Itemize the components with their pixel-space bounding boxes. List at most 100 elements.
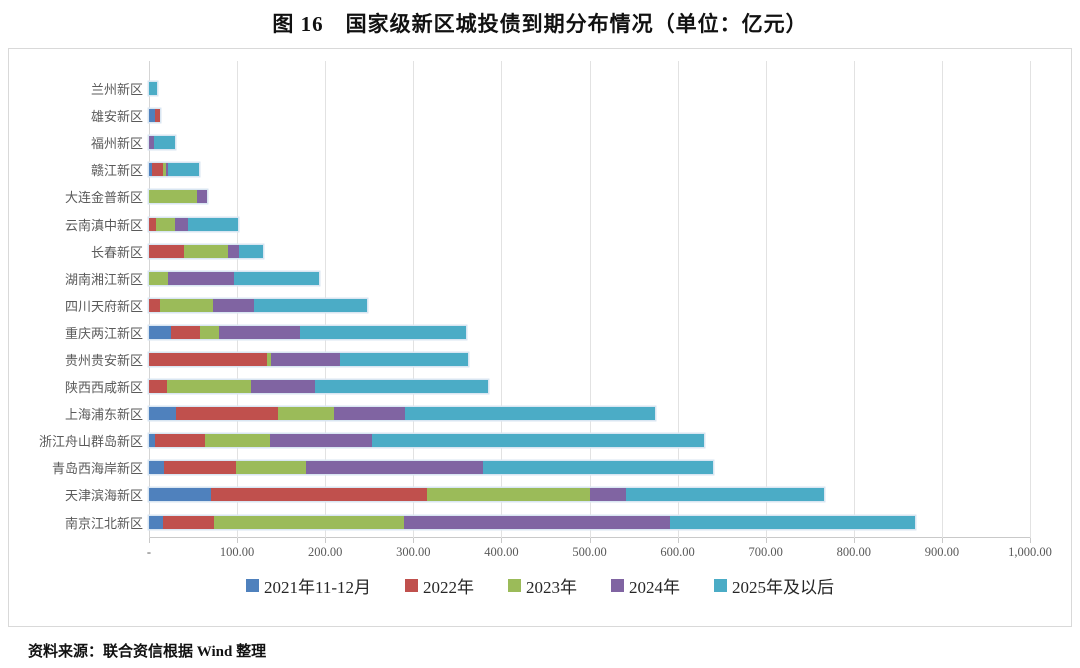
bar-segment — [163, 163, 166, 177]
bar-row: 云南滇中新区 — [9, 210, 1049, 237]
bar-segment — [149, 434, 156, 448]
bar-segment — [213, 298, 254, 312]
bar-segment — [187, 217, 238, 231]
bar-segment — [175, 217, 188, 231]
bar-stack — [149, 380, 489, 394]
bar-segment — [166, 380, 252, 394]
bar-segment — [149, 325, 172, 339]
bar-segment — [299, 325, 467, 339]
bar-row: 湖南湘江新区 — [9, 265, 1049, 292]
legend-swatch-icon — [714, 579, 728, 592]
bar-stack — [149, 488, 824, 502]
bar-row: 四川天府新区 — [9, 292, 1049, 319]
x-axis-tick — [765, 538, 767, 543]
chart-title: 图 16 国家级新区城投债到期分布情况（单位：亿元） — [272, 12, 808, 36]
x-axis-tick — [853, 538, 855, 543]
legend-item: 2021年11-12月 — [245, 573, 371, 598]
gridline — [941, 61, 943, 538]
bar-stack — [149, 136, 175, 150]
category-label: 南京江北新区 — [64, 515, 143, 531]
legend-label: 2024年 — [629, 578, 681, 597]
bar-stack — [149, 515, 915, 529]
bar-stack — [149, 461, 713, 475]
legend-swatch-icon — [245, 579, 259, 592]
bar-segment — [333, 407, 406, 421]
bar-segment — [149, 190, 198, 204]
bar-stack — [149, 407, 655, 421]
bar-segment — [149, 298, 161, 312]
bar-row: 长春新区 — [9, 238, 1049, 265]
bar-segment — [210, 488, 428, 502]
bar-segment — [155, 434, 206, 448]
gridline — [589, 61, 591, 538]
category-label: 赣江新区 — [90, 163, 143, 179]
category-label: 四川天府新区 — [64, 298, 143, 314]
bar-stack — [149, 325, 467, 339]
x-axis-tick — [149, 538, 150, 543]
category-label: 陕西西咸新区 — [64, 380, 143, 396]
x-axis-label: 300.00 — [396, 545, 431, 559]
category-label: 上海浦东新区 — [64, 407, 143, 423]
plot-area: 兰州新区 雄安新区 福州新区 赣江新区 大连金普新区 云南滇中新区 长春新区 湖南湘江新区 四川… — [9, 75, 1049, 536]
x-axis-label: 1,000.00 — [1008, 545, 1052, 559]
bar-segment — [314, 380, 489, 394]
bar-segment — [219, 325, 300, 339]
legend: 2021年11-12月 2022年 2023年 2024年 2025年及以后 — [9, 573, 1071, 598]
x-axis-label: 100.00 — [219, 545, 255, 559]
bar-segment — [149, 271, 168, 285]
x-axis-label: 500.00 — [572, 545, 607, 559]
bar-row: 兰州新区 — [9, 75, 1049, 102]
bar-segment — [163, 461, 237, 475]
legend-item: 2024年 — [611, 573, 680, 598]
legend-item: 2023年 — [508, 573, 577, 598]
gridline — [677, 61, 679, 538]
bar-segment — [149, 82, 157, 96]
bar-segment — [277, 407, 334, 421]
bar-stack — [149, 244, 263, 258]
bar-segment — [184, 244, 229, 258]
x-axis-tick — [325, 538, 327, 543]
category-label: 长春新区 — [90, 244, 143, 260]
bar-row: 贵州贵安新区 — [9, 346, 1049, 373]
x-axis-tick — [677, 538, 679, 543]
bar-row: 福州新区 — [9, 129, 1049, 156]
x-axis-tick — [237, 538, 239, 543]
bar-stack — [149, 163, 200, 177]
bar-row: 陕西西咸新区 — [9, 373, 1049, 400]
x-axis-tick — [501, 538, 503, 543]
category-label: 浙江舟山群岛新区 — [38, 434, 143, 450]
x-axis-labels: - 100.00 200.00 300.00 400.00 500.00 600.00 700… — [147, 545, 1052, 561]
bar-segment — [149, 380, 167, 394]
legend-label: 2022年 — [423, 578, 475, 597]
bar-segment — [149, 217, 157, 231]
legend-swatch-icon — [611, 579, 625, 592]
x-axis-label: 700.00 — [748, 545, 783, 559]
bar-stack — [149, 298, 367, 312]
gridline — [765, 61, 767, 538]
bar-row: 重庆两江新区 — [9, 319, 1049, 346]
x-axis-label: 800.00 — [836, 545, 871, 559]
bar-segment — [149, 352, 268, 366]
bar-row: 上海浦东新区 — [9, 400, 1049, 427]
category-label: 大连金普新区 — [64, 190, 143, 206]
bar-segment — [214, 515, 405, 529]
bar-segment — [168, 163, 200, 177]
category-label: 湖南湘江新区 — [64, 271, 143, 287]
bar-segment — [163, 515, 215, 529]
bar-segment — [267, 352, 272, 366]
legend-item: 2022年 — [405, 573, 474, 598]
bar-segment — [165, 163, 169, 177]
x-axis-tick — [589, 538, 591, 543]
x-axis-label: 900.00 — [924, 545, 960, 559]
x-axis-tick — [413, 538, 415, 543]
bar-segment — [149, 515, 164, 529]
bar-segment — [171, 325, 201, 339]
bar-segment — [154, 136, 175, 150]
legend-label: 2023年 — [526, 578, 578, 597]
bar-stack — [149, 434, 704, 448]
bar-stack — [149, 352, 468, 366]
bar-stack — [149, 271, 320, 285]
bar-segment — [340, 352, 468, 366]
bar-segment — [200, 325, 220, 339]
bar-segment — [482, 461, 713, 475]
